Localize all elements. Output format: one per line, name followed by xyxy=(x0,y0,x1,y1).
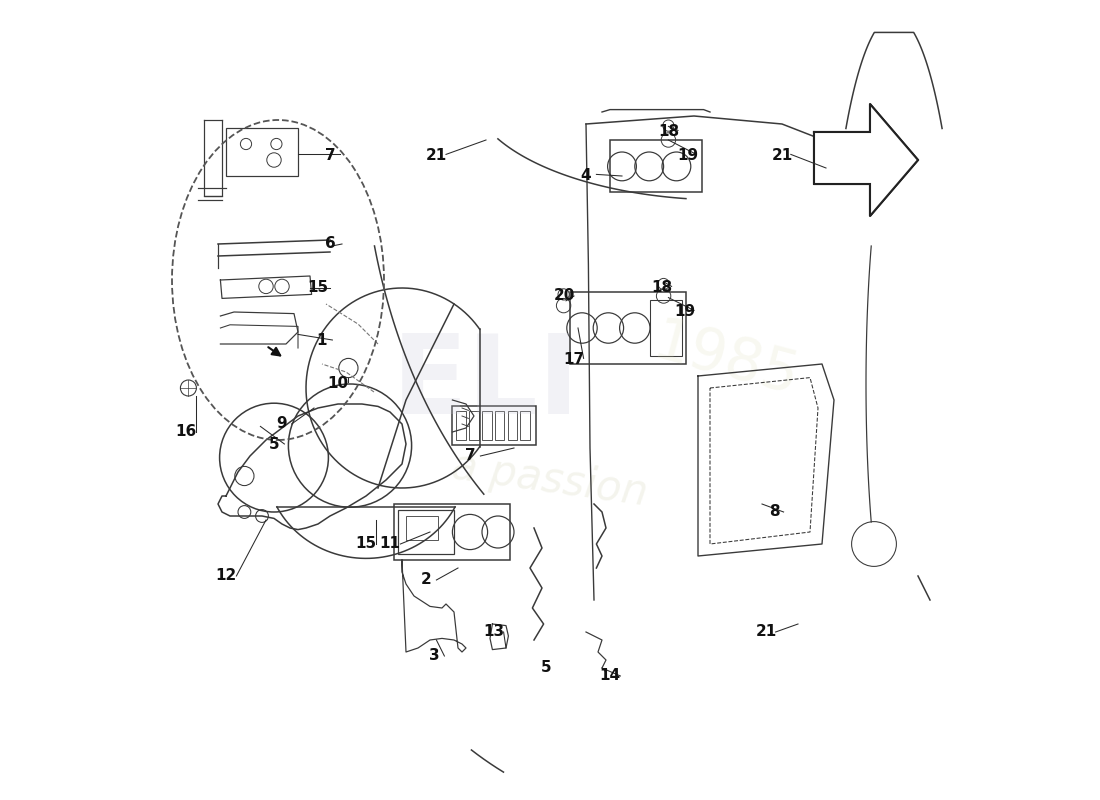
Text: 8: 8 xyxy=(769,505,779,519)
Bar xyxy=(482,411,492,440)
Text: 19: 19 xyxy=(674,305,695,319)
Bar xyxy=(398,510,454,554)
Text: 20: 20 xyxy=(553,289,575,303)
Text: 12: 12 xyxy=(216,569,236,583)
Text: 11: 11 xyxy=(379,537,400,551)
Bar xyxy=(470,411,478,440)
Bar xyxy=(570,292,686,364)
Text: 17: 17 xyxy=(563,353,584,367)
Text: 7: 7 xyxy=(464,449,475,463)
Bar xyxy=(495,411,505,440)
Bar xyxy=(650,300,682,356)
Text: 1985: 1985 xyxy=(647,314,805,406)
Text: 7: 7 xyxy=(324,149,336,163)
Text: 18: 18 xyxy=(658,125,679,139)
Text: 19: 19 xyxy=(676,149,698,163)
Text: 21: 21 xyxy=(771,149,793,163)
Text: 18: 18 xyxy=(651,281,672,295)
Bar xyxy=(226,128,298,176)
Bar xyxy=(610,140,702,192)
Text: ELI: ELI xyxy=(392,330,580,438)
Text: 13: 13 xyxy=(483,625,505,639)
Text: 1: 1 xyxy=(317,333,328,347)
Text: 14: 14 xyxy=(600,669,620,683)
Text: 6: 6 xyxy=(324,237,336,251)
Text: 5: 5 xyxy=(268,437,279,451)
Polygon shape xyxy=(814,104,918,216)
Text: 15: 15 xyxy=(355,537,376,551)
Bar xyxy=(394,504,510,560)
Bar xyxy=(452,406,537,445)
Bar xyxy=(520,411,530,440)
Text: 21: 21 xyxy=(756,625,777,639)
Text: 2: 2 xyxy=(420,573,431,587)
Text: 4: 4 xyxy=(581,169,592,183)
Text: 3: 3 xyxy=(429,649,439,663)
Text: 10: 10 xyxy=(328,377,349,391)
Bar xyxy=(456,411,466,440)
Text: 15: 15 xyxy=(307,281,329,295)
Text: 16: 16 xyxy=(175,425,197,439)
Text: 21: 21 xyxy=(426,149,447,163)
Text: 9: 9 xyxy=(277,417,287,431)
Text: a passion: a passion xyxy=(450,446,650,514)
Bar xyxy=(507,411,517,440)
Bar xyxy=(406,516,438,540)
Text: 5: 5 xyxy=(541,661,551,675)
